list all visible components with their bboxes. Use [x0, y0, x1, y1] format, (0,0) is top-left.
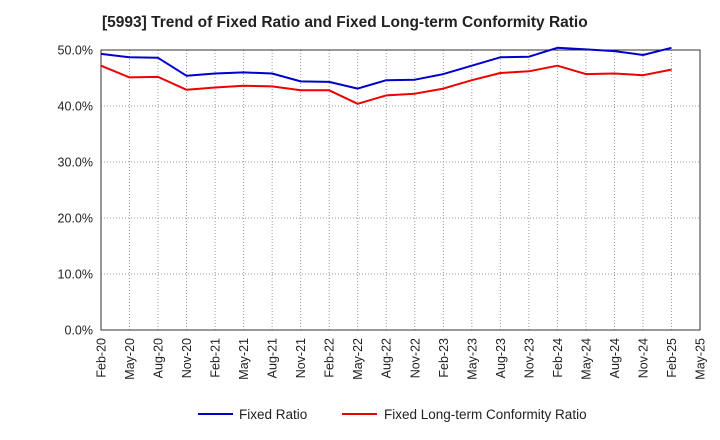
y-tick-label: 0.0% — [65, 324, 94, 338]
y-tick-label: 10.0% — [58, 268, 93, 282]
x-tick-label: May-20 — [123, 338, 137, 380]
series-line — [100, 64, 672, 105]
x-tick-label: Aug-24 — [608, 338, 622, 378]
series-lines — [100, 46, 672, 105]
x-tick-label: Aug-21 — [266, 338, 280, 378]
chart-title: [5993] Trend of Fixed Ratio and Fixed Lo… — [102, 14, 588, 31]
x-tick-label: May-21 — [237, 338, 251, 380]
legend: Fixed Ratio Fixed Long-term Conformity Ra… — [198, 407, 587, 422]
x-tick-label: Feb-24 — [551, 338, 565, 378]
x-tick-label: Nov-21 — [294, 338, 308, 378]
x-tick-label: Aug-20 — [152, 338, 166, 378]
axes: 0.0% 10.0% 20.0% 30.0% 40.0% 50.0% Feb-20 May-2… — [58, 44, 708, 380]
legend-label: Fixed Ratio — [239, 407, 307, 422]
x-tick-label: Feb-21 — [209, 338, 223, 378]
x-tick-label: May-25 — [694, 338, 708, 380]
legend-label: Fixed Long-term Conformity Ratio — [384, 407, 587, 422]
x-tick-label: Nov-20 — [180, 338, 194, 378]
x-tick-label: Aug-22 — [380, 338, 394, 378]
x-tick-label: Nov-22 — [408, 338, 422, 378]
x-tick-label: Feb-23 — [437, 338, 451, 378]
x-tick-label: May-24 — [579, 338, 593, 380]
x-tick-label: Nov-23 — [522, 338, 536, 378]
x-tick-label: Feb-22 — [323, 338, 337, 378]
x-tick-label: May-22 — [351, 338, 365, 380]
y-tick-label: 50.0% — [58, 44, 93, 58]
y-tick-label: 30.0% — [58, 156, 93, 170]
y-tick-label: 40.0% — [58, 100, 93, 114]
series-line — [100, 46, 672, 90]
x-tick-label: Aug-23 — [494, 338, 508, 378]
x-tick-label: Nov-24 — [636, 338, 650, 378]
grid — [101, 49, 700, 330]
y-tick-label: 20.0% — [58, 212, 93, 226]
plot-frame — [100, 49, 701, 331]
x-tick-label: Feb-25 — [665, 338, 679, 378]
x-tick-label: May-23 — [465, 338, 479, 380]
x-tick-label: Feb-20 — [95, 338, 109, 378]
